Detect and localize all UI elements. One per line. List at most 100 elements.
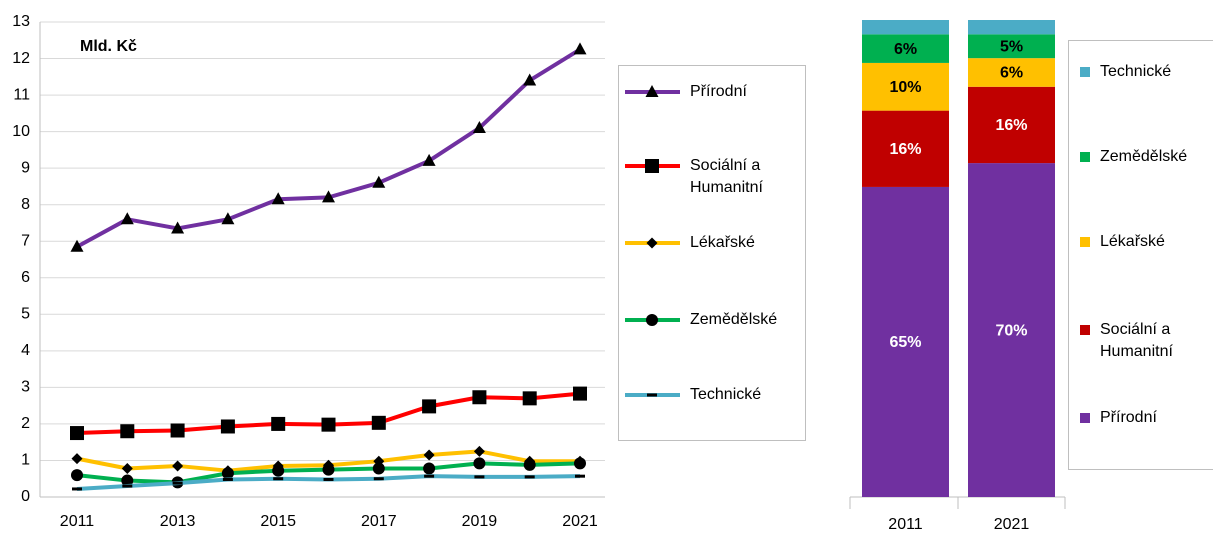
y-tick-label: 1	[21, 452, 30, 469]
data-label: 5%	[1000, 38, 1023, 55]
series-line	[76, 47, 582, 249]
marker	[120, 212, 134, 225]
marker	[70, 239, 84, 252]
legend-label: Technické	[690, 386, 762, 403]
marker	[422, 153, 436, 166]
y-tick-label: 0	[21, 488, 30, 505]
marker	[271, 192, 285, 205]
y-tick-label: 9	[21, 159, 30, 176]
bar-segment	[862, 20, 949, 35]
data-label: 16%	[995, 117, 1027, 134]
marker	[573, 42, 587, 55]
bar-segment	[968, 34, 1055, 59]
marker	[72, 487, 82, 491]
annotation: Mld. Kč	[80, 38, 137, 55]
bar-segment	[862, 34, 949, 63]
marker	[323, 477, 334, 481]
marker	[645, 85, 659, 97]
marker	[473, 457, 486, 470]
legend-label: Přírodní	[1100, 409, 1157, 426]
y-tick-label: 5	[21, 306, 30, 323]
marker	[423, 462, 436, 475]
bar-segment	[862, 62, 949, 111]
y-tick-label: 12	[12, 50, 30, 67]
x-tick-label: 2013	[160, 513, 196, 530]
marker	[221, 212, 235, 225]
bar-segment	[968, 58, 1055, 87]
bar-segment	[862, 110, 949, 187]
marker	[321, 417, 336, 432]
marker	[121, 474, 134, 487]
y-tick-label: 7	[21, 232, 30, 249]
marker	[322, 463, 335, 476]
legend-label: Lékařské	[1100, 233, 1165, 250]
marker	[322, 190, 335, 203]
marker	[522, 391, 537, 406]
marker	[647, 393, 657, 397]
marker	[424, 474, 435, 478]
marker	[524, 475, 535, 479]
legend-swatch	[1080, 67, 1090, 77]
y-tick-label: 13	[12, 13, 30, 30]
marker	[574, 457, 586, 470]
data-label: 16%	[889, 141, 921, 158]
legend-label: Sociální a Humanitní	[1100, 321, 1173, 360]
marker	[121, 463, 133, 474]
marker	[573, 386, 587, 401]
x-tick-label: 2021	[994, 516, 1030, 533]
marker	[371, 415, 386, 430]
marker	[575, 474, 585, 478]
legend-label: Lékařské	[690, 234, 755, 251]
marker	[474, 475, 485, 479]
line-legend-box	[618, 65, 806, 441]
marker	[645, 159, 659, 173]
bar-segment	[968, 163, 1055, 497]
marker	[473, 445, 485, 457]
marker	[523, 73, 537, 86]
legend-label: Sociální a Humanitní	[690, 157, 763, 196]
y-tick-label: 8	[21, 196, 30, 213]
marker	[523, 458, 536, 471]
marker	[472, 390, 487, 405]
legend-swatch	[1080, 152, 1090, 162]
marker	[372, 175, 386, 188]
marker	[272, 464, 285, 477]
marker	[71, 453, 83, 465]
x-tick-label: 2011	[60, 513, 95, 530]
x-tick-label: 2015	[260, 513, 296, 530]
y-tick-label: 10	[12, 123, 30, 140]
marker	[172, 460, 184, 472]
legend-swatch	[1080, 413, 1090, 423]
x-tick-label: 2017	[361, 513, 397, 530]
data-label: 70%	[995, 322, 1027, 339]
x-tick-label: 2021	[562, 513, 598, 530]
bar-legend-box	[1068, 40, 1213, 470]
y-tick-label: 2	[21, 415, 30, 432]
y-tick-label: 3	[21, 379, 30, 396]
legend-label: Zemědělské	[690, 311, 778, 328]
marker	[222, 477, 233, 481]
y-tick-label: 4	[21, 342, 30, 359]
y-tick-label: 11	[13, 86, 30, 103]
bar-segment	[968, 86, 1055, 164]
marker	[273, 477, 284, 481]
data-label: 65%	[889, 334, 921, 351]
data-label: 6%	[894, 41, 917, 58]
marker	[120, 424, 135, 439]
bar-segment	[968, 20, 1055, 35]
marker	[271, 416, 286, 431]
marker	[423, 449, 435, 461]
marker	[221, 467, 234, 480]
data-label: 6%	[1000, 65, 1023, 82]
legend-swatch	[1080, 325, 1090, 335]
marker	[372, 462, 385, 475]
legend-label: Technické	[1100, 63, 1172, 80]
marker	[646, 314, 658, 326]
bar-segment	[862, 186, 949, 497]
legend-label: Přírodní	[690, 83, 747, 100]
legend-swatch	[1080, 237, 1090, 247]
marker	[422, 399, 437, 414]
marker	[171, 221, 185, 234]
